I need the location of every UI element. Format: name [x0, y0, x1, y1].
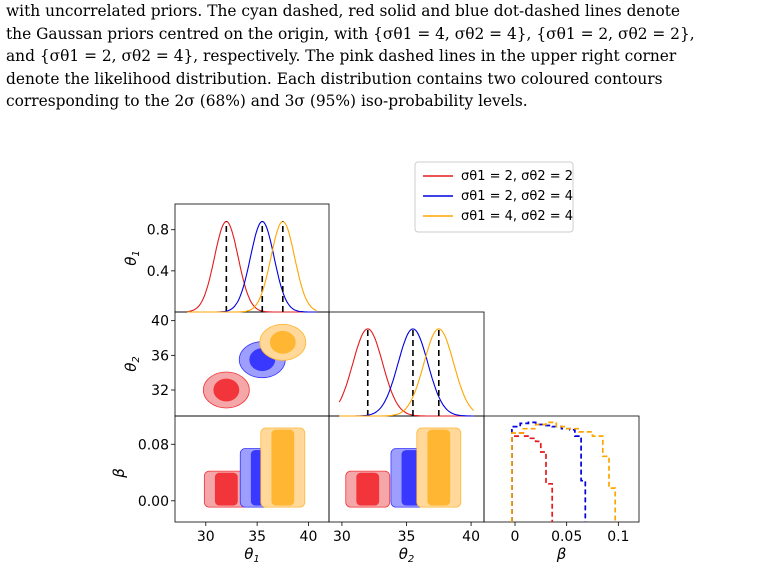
- theta1-density-tick-label: 0.8: [147, 223, 169, 239]
- theta2-tick-label: 32: [151, 383, 169, 399]
- beta-bottom-tick-label: 0: [511, 529, 520, 545]
- theta1-marginal-curve: [187, 221, 317, 313]
- y-axis-label-beta: β: [110, 468, 128, 479]
- legend-label: σθ1 = 2, σθ2 = 2: [461, 169, 573, 184]
- theta2-marginal-curve: [338, 328, 474, 417]
- caption-line: denote the likelihood distribution. Each…: [6, 69, 663, 88]
- caption-line: and {σθ1 = 2, σθ2 = 4}, respectively. Th…: [6, 47, 677, 65]
- caption-line: the Gaussan priors centred on the origin…: [6, 24, 695, 43]
- beta-bottom-tick-label: 0.1: [607, 529, 629, 545]
- legend-box: [414, 161, 574, 233]
- x-axis-label-theta2: θ2: [399, 545, 415, 565]
- theta1-tick-label: 30: [197, 529, 215, 545]
- y-axis-label-theta1: θ1: [122, 250, 142, 266]
- joint-contour-inner: [213, 378, 240, 402]
- figure-caption: with uncorrelated priors. The cyan dashe…: [6, 0, 762, 113]
- y-axis-label-theta2: θ2: [122, 356, 142, 372]
- theta2-tick-label: 40: [462, 529, 480, 545]
- theta1-beta-contour-inner: [271, 429, 295, 506]
- theta2-tick-label: 30: [333, 529, 351, 545]
- x-axis-label-theta1: θ1: [244, 545, 260, 565]
- theta1-tick-label: 40: [300, 529, 318, 545]
- beta-tick-label: 0.08: [138, 437, 169, 453]
- panel-frame: [483, 415, 640, 523]
- theta2-beta-contour-inner: [427, 429, 451, 506]
- joint-contour-inner: [269, 330, 296, 354]
- theta2-tick-label: 40: [151, 314, 169, 330]
- legend-label: σθ1 = 2, σθ2 = 4: [461, 189, 573, 204]
- beta-histogram: [511, 432, 554, 522]
- theta2-tick-label: 36: [151, 348, 169, 364]
- caption-line: with uncorrelated priors. The cyan dashe…: [6, 2, 681, 20]
- beta-tick-label: 0.00: [138, 494, 169, 510]
- theta2-tick-label: 35: [398, 529, 416, 545]
- beta-histogram: [511, 421, 587, 522]
- beta-histogram: [511, 421, 617, 522]
- theta1-marginal-curve: [187, 220, 317, 313]
- panel-frame: [174, 203, 330, 313]
- theta1-tick-label: 35: [248, 529, 266, 545]
- legend-label: σθ1 = 4, σθ2 = 4: [461, 209, 573, 224]
- beta-bottom-tick-label: 0.05: [551, 529, 582, 545]
- theta2-marginal-curve: [339, 328, 475, 417]
- x-axis-label-beta: β: [556, 545, 567, 563]
- theta1-density-tick-label: 0.4: [147, 264, 169, 280]
- theta1-beta-contour-inner: [214, 472, 238, 506]
- caption-line: corresponding to the 2σ (68%) and 3σ (95…: [6, 92, 528, 110]
- theta2-beta-contour-inner: [356, 472, 380, 506]
